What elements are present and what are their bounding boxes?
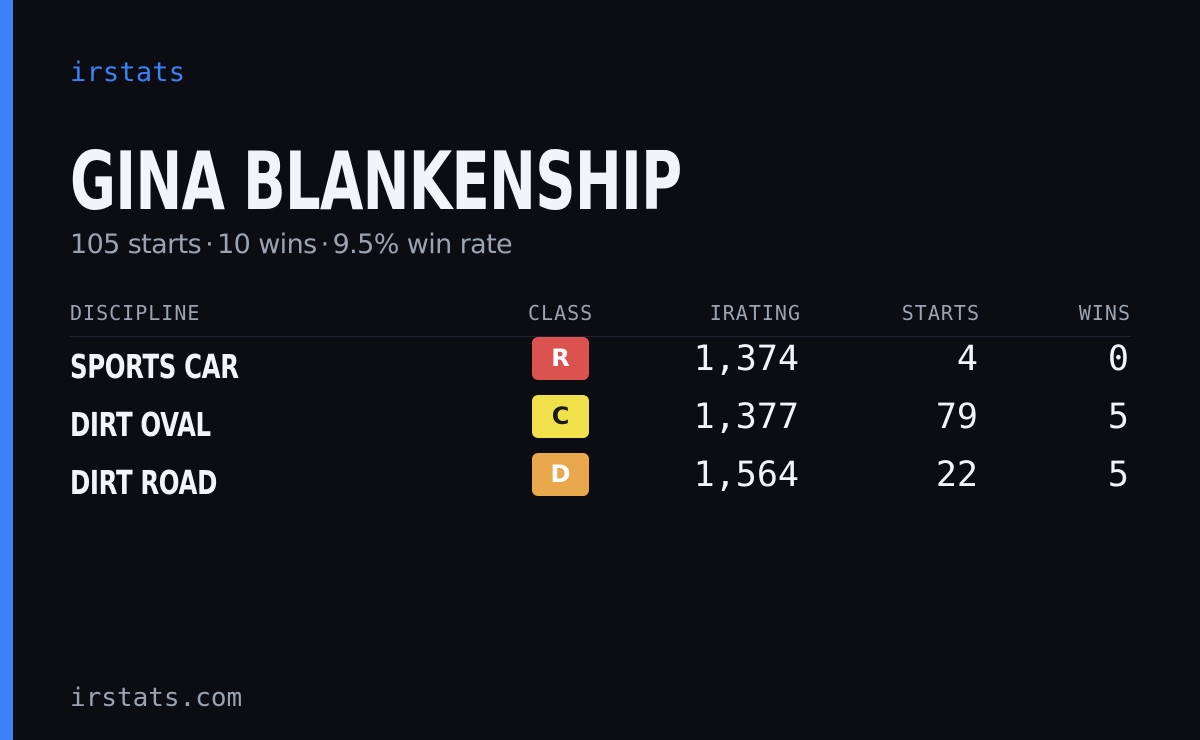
header-class: CLASS <box>528 301 594 325</box>
summary-wins: 10 wins <box>217 229 317 260</box>
wins-value: 5 <box>1107 455 1129 495</box>
discipline-name: SPORTS CAR <box>70 347 239 386</box>
driver-summary: 105 starts · 10 wins · 9.5% win rate <box>70 228 513 262</box>
header-wins: WINS <box>1078 301 1131 325</box>
wins-value: 5 <box>1107 397 1129 437</box>
starts-value: 79 <box>935 397 978 437</box>
class-badge: R <box>532 337 589 380</box>
irating-value: 1,564 <box>693 455 799 495</box>
class-badge: C <box>532 395 589 438</box>
table-row: DIRT ROAD D 1,564 22 5 <box>70 453 1131 511</box>
summary-starts: 105 starts <box>70 229 202 260</box>
brand-logo-text: irstats <box>70 57 186 88</box>
summary-separator: · <box>205 229 214 260</box>
table-row: DIRT OVAL C 1,377 79 5 <box>70 395 1131 453</box>
footer-url: irstats.com <box>70 683 243 713</box>
starts-value: 22 <box>935 455 978 495</box>
header-irating: IRATING <box>709 301 801 325</box>
wins-value: 0 <box>1107 339 1129 379</box>
table-row: SPORTS CAR R 1,374 4 0 <box>70 337 1131 395</box>
starts-value: 4 <box>956 339 978 379</box>
summary-win-rate: 9.5% win rate <box>332 229 513 260</box>
discipline-name: DIRT OVAL <box>70 405 211 444</box>
irating-value: 1,377 <box>693 397 799 437</box>
header-discipline: DISCIPLINE <box>70 301 201 325</box>
table-header: DISCIPLINE CLASS IRATING STARTS WINS <box>70 296 1131 337</box>
header-starts: STARTS <box>901 301 980 325</box>
irating-value: 1,374 <box>693 339 799 379</box>
summary-separator: · <box>320 229 330 260</box>
driver-name: GINA BLANKENSHIP <box>70 135 682 228</box>
license-table: DISCIPLINE CLASS IRATING STARTS WINS SPO… <box>70 296 1131 511</box>
discipline-name: DIRT ROAD <box>70 463 217 502</box>
accent-bar <box>0 0 13 740</box>
class-badge: D <box>532 453 589 496</box>
